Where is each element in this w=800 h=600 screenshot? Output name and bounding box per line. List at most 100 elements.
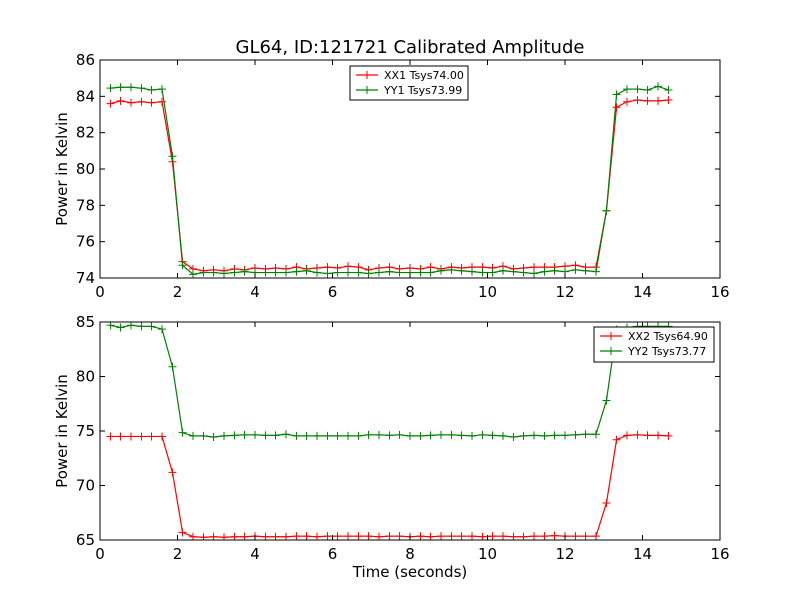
data-point-0-1-8	[189, 270, 197, 278]
data-point-1-1-19	[302, 431, 311, 440]
data-point-0-1-5	[158, 85, 166, 94]
data-point-1-0-2	[127, 432, 135, 441]
data-point-0-1-31	[426, 268, 435, 277]
data-point-0-1-26	[375, 268, 383, 277]
data-point-0-1-4	[147, 85, 156, 94]
data-point-1-1-46	[581, 430, 590, 439]
data-point-1-1-43	[550, 431, 559, 440]
data-point-1-0-27	[385, 532, 394, 540]
data-point-0-1-18	[292, 267, 301, 276]
data-point-1-0-25	[364, 532, 373, 540]
data-point-1-0-32	[437, 532, 445, 540]
data-point-0-1-48	[602, 206, 611, 215]
data-point-1-1-17	[282, 430, 290, 439]
y-tick-label-0-5: 84	[76, 87, 95, 105]
data-point-0-1-10	[209, 268, 218, 277]
data-point-1-1-2	[127, 322, 135, 330]
data-point-0-0-1	[116, 96, 125, 105]
data-point-0-1-53	[654, 82, 662, 91]
data-point-0-0-4	[147, 98, 156, 107]
data-point-1-1-35	[468, 431, 476, 440]
data-point-1-0-38	[499, 532, 507, 540]
data-point-0-1-17	[282, 268, 290, 277]
legend-box-1	[593, 326, 715, 363]
y-tick-label-1-0: 65	[76, 531, 95, 549]
x-tick-label-1-5: 10	[478, 545, 497, 563]
data-point-0-1-28	[395, 268, 404, 277]
data-point-0-1-33	[447, 265, 456, 274]
data-point-1-0-12	[230, 532, 239, 540]
data-point-0-1-24	[354, 268, 363, 277]
data-point-1-0-28	[395, 532, 404, 540]
data-point-0-1-0	[106, 84, 115, 93]
plot-area	[106, 82, 673, 278]
data-point-1-0-7	[178, 528, 187, 537]
data-point-0-1-42	[540, 267, 549, 276]
x-tick-label-1-7: 14	[633, 545, 652, 563]
y-tick-label-0-4: 82	[76, 124, 95, 142]
data-point-1-0-53	[654, 431, 662, 440]
data-point-0-1-19	[302, 266, 311, 275]
data-point-1-1-36	[478, 430, 487, 439]
x-tick-label-0-7: 14	[633, 283, 652, 301]
data-point-1-0-42	[540, 532, 549, 540]
data-point-1-1-31	[426, 431, 435, 440]
data-point-0-1-32	[437, 266, 445, 275]
data-point-0-1-9	[199, 268, 208, 277]
legend-label-0-0: XX1 Tsys74.00	[384, 69, 464, 82]
data-point-1-1-33	[447, 430, 456, 439]
data-point-0-1-43	[550, 266, 559, 275]
data-point-1-0-46	[581, 532, 590, 540]
data-point-0-0-0	[106, 99, 115, 108]
data-point-1-0-4	[147, 432, 156, 441]
data-point-1-1-1	[116, 323, 125, 332]
data-point-1-0-33	[447, 532, 456, 540]
y-tick-label-0-3: 80	[76, 160, 95, 178]
data-point-0-1-2	[127, 83, 135, 92]
data-point-0-1-11	[220, 269, 228, 278]
data-point-0-1-16	[271, 268, 280, 277]
data-point-1-0-30	[416, 532, 425, 540]
data-point-0-0-49	[612, 103, 621, 112]
y-tick-label-1-2: 75	[76, 422, 95, 440]
legend-label-1-1: YY2 Tsys73.77	[627, 345, 706, 358]
data-point-0-1-22	[333, 268, 342, 277]
x-tick-label-0-0: 0	[95, 283, 105, 301]
bottom-panel: 0 2 4 6 8 10 12 14 16 65 70 75 80 85 Power in Kelvin Ti…	[53, 313, 730, 581]
data-point-0-1-54	[664, 85, 673, 94]
data-point-0-0-2	[127, 98, 135, 107]
y-tick-label-0-1: 76	[76, 233, 95, 251]
x-tick-label-1-1: 2	[173, 545, 183, 563]
data-point-0-1-47	[592, 267, 600, 276]
data-point-1-0-41	[530, 532, 538, 540]
x-axis-label-1: Time (seconds)	[352, 563, 468, 581]
legend-1: XX2 Tsys64.90 YY2 Tsys73.77	[593, 326, 715, 363]
data-point-1-1-0	[106, 322, 115, 330]
data-point-1-1-34	[457, 431, 466, 440]
data-point-1-1-37	[488, 431, 497, 440]
data-point-0-1-35	[468, 267, 476, 276]
data-point-1-1-29	[406, 431, 414, 440]
data-point-0-1-51	[633, 85, 642, 94]
legend-marker-0-1	[363, 86, 371, 94]
data-point-1-1-9	[199, 431, 208, 440]
data-point-1-0-8	[189, 532, 197, 540]
data-point-1-0-31	[426, 532, 435, 540]
data-point-1-0-54	[664, 431, 673, 440]
y-tick-label-0-2: 78	[76, 196, 95, 214]
x-tick-label-1-4: 8	[405, 545, 415, 563]
data-point-1-0-5	[158, 432, 166, 441]
x-tick-label-1-0: 0	[95, 545, 105, 563]
y-tick-label-0-6: 86	[76, 51, 95, 69]
data-point-0-0-54	[664, 95, 673, 104]
data-point-1-1-7	[178, 428, 187, 437]
data-point-1-0-35	[468, 532, 476, 540]
data-point-0-1-7	[178, 261, 187, 270]
data-point-0-0-52	[643, 96, 652, 105]
data-point-1-1-22	[333, 431, 342, 440]
data-point-0-1-50	[623, 85, 631, 94]
data-point-1-1-21	[323, 431, 332, 440]
data-point-0-1-30	[416, 268, 425, 277]
data-point-1-0-21	[323, 532, 332, 540]
chart-title: GL64, ID:121721 Calibrated Amplitude	[236, 37, 585, 58]
